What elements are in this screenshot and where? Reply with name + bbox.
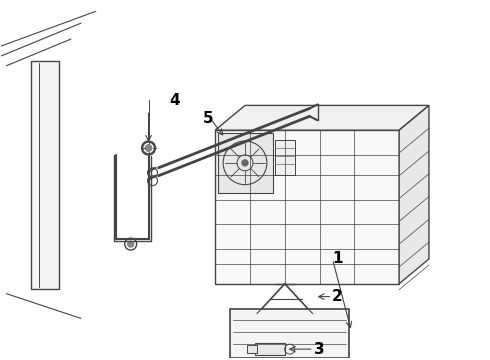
Bar <box>218 133 273 193</box>
Circle shape <box>146 145 151 151</box>
Text: 4: 4 <box>169 93 180 108</box>
Circle shape <box>146 145 151 151</box>
Text: 5: 5 <box>203 111 214 126</box>
Bar <box>255 343 285 355</box>
Bar <box>230 309 349 358</box>
Circle shape <box>242 160 248 166</box>
Text: 1: 1 <box>332 252 343 266</box>
Bar <box>329 358 344 360</box>
Text: 3: 3 <box>314 342 325 357</box>
Polygon shape <box>215 105 429 130</box>
Bar <box>235 358 250 360</box>
Circle shape <box>128 241 134 247</box>
Text: 2: 2 <box>332 289 343 304</box>
Bar <box>31 61 59 289</box>
Polygon shape <box>399 105 429 284</box>
Bar <box>275 140 294 175</box>
Bar <box>215 130 399 284</box>
Bar <box>247 345 257 353</box>
